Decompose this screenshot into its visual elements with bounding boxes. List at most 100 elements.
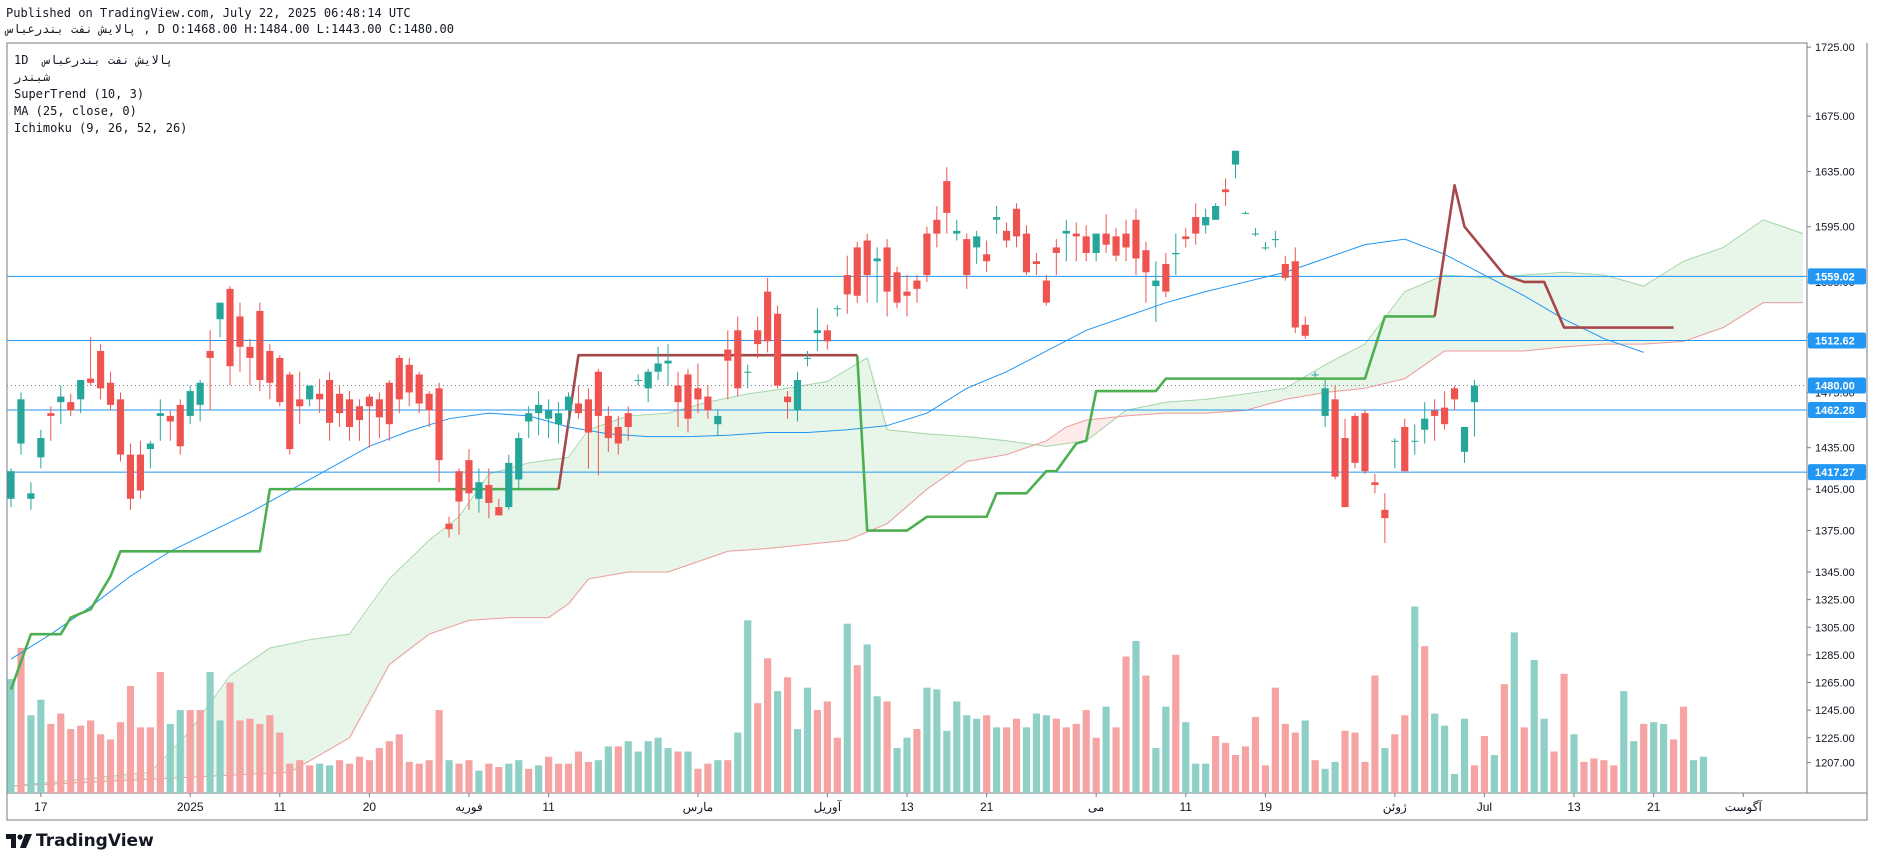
volume-bar xyxy=(1669,739,1678,793)
volume-bar xyxy=(724,760,732,793)
volume-bar xyxy=(316,763,324,793)
volume-bar xyxy=(1062,727,1070,793)
candle-body xyxy=(1431,410,1439,416)
candle-body xyxy=(405,364,413,393)
candle-body xyxy=(803,357,812,359)
candle-body xyxy=(1042,280,1050,303)
candle xyxy=(1032,252,1041,276)
candle xyxy=(624,406,632,441)
volume-bar xyxy=(545,756,553,793)
candle xyxy=(1102,214,1110,253)
price-axis-label: 1375.00 xyxy=(1815,526,1855,538)
candle-body xyxy=(345,399,354,427)
tradingview-brand[interactable]: TradingView xyxy=(6,831,154,851)
candle-body xyxy=(734,330,742,389)
candle xyxy=(783,391,792,419)
legend-ma[interactable]: MA (25, close, 0) xyxy=(14,104,137,118)
volume-bar xyxy=(793,729,802,793)
price-axis-label: 1675.00 xyxy=(1815,111,1855,123)
candle xyxy=(1281,255,1289,281)
moving-average-line xyxy=(10,238,1644,660)
candle xyxy=(1331,385,1339,480)
candle-body xyxy=(335,393,344,414)
candle-body xyxy=(186,391,194,416)
candle xyxy=(375,392,383,439)
candle xyxy=(87,337,95,386)
candle xyxy=(963,233,971,289)
volume-bar xyxy=(1212,736,1220,793)
time-axis-label: مارس xyxy=(683,800,714,814)
candle-body xyxy=(385,382,393,425)
candle xyxy=(903,275,911,317)
volume-bar xyxy=(863,644,871,793)
candle xyxy=(1441,391,1449,430)
candle-body xyxy=(1371,482,1379,485)
time-axis-label: 11 xyxy=(274,800,287,814)
candle-body xyxy=(296,399,304,407)
candle xyxy=(126,443,135,510)
legend-symbol-row[interactable]: 1D پالایش نفت بندرعباس xyxy=(14,52,187,69)
volume-bar xyxy=(1321,768,1329,793)
volume-bar xyxy=(1441,725,1449,793)
candle-body xyxy=(1421,418,1429,430)
candle-body xyxy=(654,363,662,372)
published-line: Published on TradingView.com, July 22, 2… xyxy=(6,6,411,20)
candle xyxy=(525,406,533,439)
candle xyxy=(1022,225,1031,276)
candle xyxy=(186,385,194,425)
volume-bar xyxy=(564,763,573,793)
legend-supertrend[interactable]: SuperTrend (10, 3) xyxy=(14,87,145,101)
candle-body xyxy=(355,406,364,421)
volume-bar xyxy=(1610,765,1618,793)
volume-bar xyxy=(1381,748,1389,793)
volume-bar xyxy=(425,760,433,793)
candle xyxy=(266,344,274,400)
volume-bar xyxy=(325,765,334,793)
candle-body xyxy=(624,413,632,427)
price-axis-label: 1345.00 xyxy=(1815,567,1855,579)
volume-bar xyxy=(1271,687,1279,793)
candle xyxy=(764,277,772,353)
supertrend-down-line xyxy=(557,353,858,490)
candle xyxy=(1052,239,1060,276)
candle-body xyxy=(1092,233,1100,253)
hline-price-label-bg xyxy=(1808,402,1866,419)
candle xyxy=(425,391,433,427)
candle-body xyxy=(1202,217,1210,226)
candle-body xyxy=(1082,236,1090,253)
volume-bar xyxy=(1550,751,1558,793)
candle-body xyxy=(1221,189,1230,193)
volume-bar xyxy=(993,727,1001,793)
last-price-label: 1480.00 xyxy=(1815,381,1855,393)
candle-body xyxy=(943,181,951,213)
candle-body xyxy=(1241,212,1250,214)
volume-bar xyxy=(1192,763,1200,793)
candle xyxy=(395,355,403,414)
candle xyxy=(1251,228,1260,237)
candle xyxy=(1261,241,1269,251)
candle xyxy=(913,275,921,303)
candle xyxy=(306,385,314,407)
candle xyxy=(256,302,264,392)
candle xyxy=(17,392,25,455)
candle xyxy=(993,205,1001,234)
volume-bar xyxy=(505,763,513,793)
candle-body xyxy=(564,396,573,411)
candle-body xyxy=(146,443,154,450)
candle-body xyxy=(664,360,672,364)
legend-ichimoku[interactable]: Ichimoku (9, 26, 52, 26) xyxy=(14,121,188,135)
candle xyxy=(37,429,45,469)
candle xyxy=(1381,493,1389,543)
volume-bar xyxy=(584,761,593,793)
volume-bar xyxy=(1182,722,1190,793)
candle xyxy=(554,402,563,444)
candle-body xyxy=(1162,263,1170,292)
volume-bar xyxy=(1600,760,1608,793)
volume-bar xyxy=(146,727,154,793)
volume-bar xyxy=(256,723,264,793)
candle-body xyxy=(913,280,921,289)
volume-bar xyxy=(355,756,364,793)
time-axis-label: فوریه xyxy=(455,800,483,814)
supertrend-down-line xyxy=(1433,183,1674,329)
